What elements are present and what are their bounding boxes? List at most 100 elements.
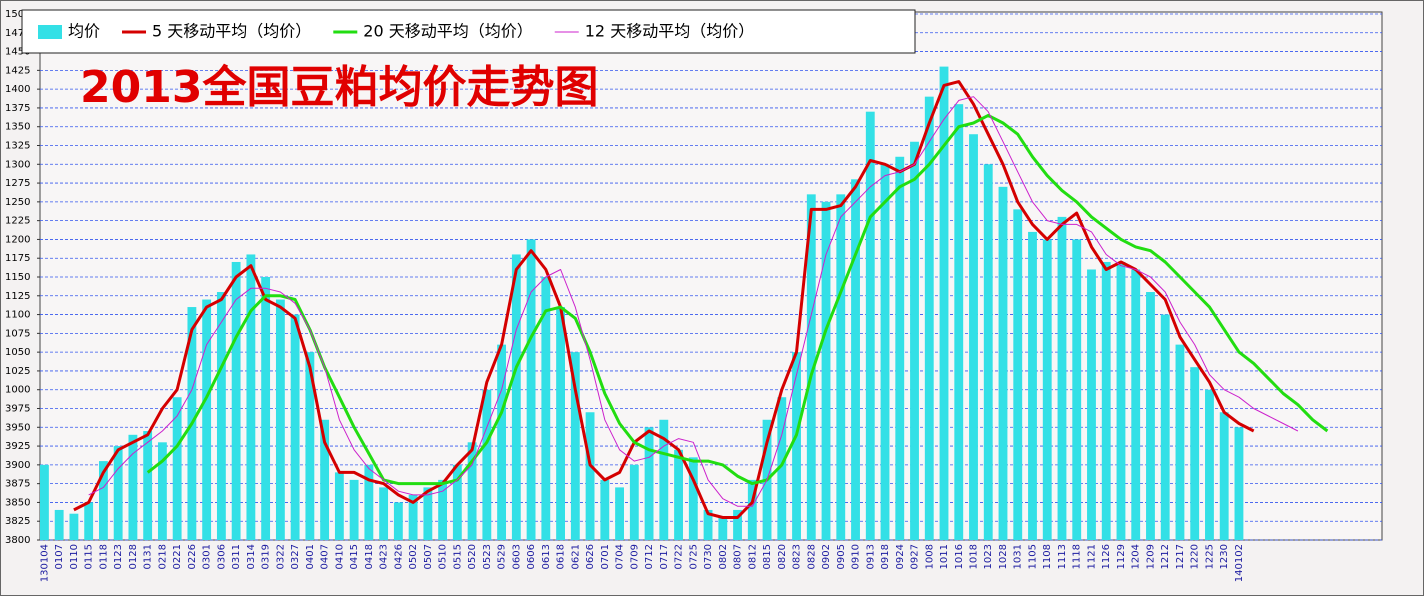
x-tick-label: 0606 xyxy=(526,544,537,569)
x-tick-label: 0924 xyxy=(895,544,906,569)
x-tick-label: 0301 xyxy=(202,544,213,569)
y-tick-label: 1000 xyxy=(5,385,30,396)
x-tick-label: 0709 xyxy=(629,544,640,569)
x-tick-label: 0828 xyxy=(806,544,817,569)
bar xyxy=(600,479,610,540)
bar xyxy=(467,442,477,540)
bar xyxy=(143,431,153,540)
bar xyxy=(1116,261,1126,540)
x-tick-label: 0515 xyxy=(452,544,463,569)
bar xyxy=(585,412,595,540)
line xyxy=(88,96,1299,507)
x-tick-label: 0322 xyxy=(275,544,286,569)
x-tick-label: 0507 xyxy=(423,544,434,569)
x-tick-label: 0110 xyxy=(69,544,80,569)
bar xyxy=(688,457,698,540)
bar xyxy=(84,502,94,540)
x-tick-label: 1126 xyxy=(1101,544,1112,569)
bar xyxy=(674,449,683,540)
x-tick-label: 0712 xyxy=(644,544,655,569)
bar xyxy=(792,352,801,540)
bar xyxy=(954,104,964,541)
x-tick-label: 1031 xyxy=(1013,544,1024,569)
x-tick-label: 0123 xyxy=(113,544,124,569)
x-tick-label: 0311 xyxy=(231,544,242,569)
x-tick-label: 0226 xyxy=(187,544,198,569)
x-tick-label: 0730 xyxy=(703,544,714,569)
y-tick-label: 3900 xyxy=(5,460,30,471)
bar xyxy=(349,479,359,540)
x-tick-label: 1011 xyxy=(939,544,950,569)
x-tick-label: 1008 xyxy=(924,544,935,569)
x-tick-label: 0418 xyxy=(364,544,375,569)
x-tick-label: 0820 xyxy=(777,544,788,569)
x-tick-label: 1225 xyxy=(1204,544,1215,569)
x-tick-label: 0314 xyxy=(246,544,257,569)
legend-label: 均价 xyxy=(68,22,100,41)
x-tick-label: 0725 xyxy=(688,544,699,569)
bar xyxy=(408,494,418,540)
bar xyxy=(939,66,949,540)
x-tick-label: 0306 xyxy=(216,544,227,569)
x-tick-label: 0902 xyxy=(821,544,832,569)
x-tick-label: 0407 xyxy=(320,544,331,569)
bar xyxy=(570,352,580,540)
bar xyxy=(615,487,624,540)
x-tick-label: 0426 xyxy=(393,544,404,569)
bar xyxy=(128,434,138,540)
x-tick-label: 0613 xyxy=(541,544,552,569)
bar xyxy=(40,464,49,540)
bar xyxy=(438,479,448,540)
chart-title: 2013全国豆粕均价走势图 xyxy=(80,62,598,113)
y-tick-label: 3850 xyxy=(5,497,30,508)
bar xyxy=(290,314,300,540)
bar xyxy=(1131,269,1141,540)
x-tick-label: 1220 xyxy=(1190,544,1201,569)
bar xyxy=(541,277,551,540)
legend-label: 20 天移动平均（均价） xyxy=(363,22,532,41)
bar xyxy=(880,164,890,541)
bar xyxy=(246,254,256,540)
x-tick-label: 0910 xyxy=(851,544,862,569)
x-tick-label: 0510 xyxy=(438,544,449,569)
bar xyxy=(393,502,403,540)
bar xyxy=(895,156,905,540)
bar xyxy=(718,517,728,540)
bar xyxy=(526,239,536,540)
x-tick-label: 0128 xyxy=(128,544,139,569)
bar xyxy=(1057,216,1067,540)
y-tick-label: 1225 xyxy=(5,216,30,227)
x-tick-label: 1028 xyxy=(998,544,1009,569)
x-tick-label: 0523 xyxy=(482,544,493,569)
bar xyxy=(54,509,64,540)
y-tick-label: 1150 xyxy=(5,272,30,283)
x-tick-label: 1209 xyxy=(1145,544,1156,569)
y-tick-label: 3925 xyxy=(5,441,30,452)
bar xyxy=(379,487,389,540)
x-tick-label: 1217 xyxy=(1175,544,1186,569)
legend-label: 12 天移动平均（均价） xyxy=(585,22,754,41)
y-tick-label: 1275 xyxy=(5,178,30,189)
bar xyxy=(202,299,212,540)
legend-box xyxy=(21,9,916,54)
x-tick-label: 0618 xyxy=(556,544,567,569)
x-tick-label: 0823 xyxy=(792,544,803,569)
bar xyxy=(1175,344,1185,540)
x-tick-label: 0410 xyxy=(334,544,345,569)
x-tick-label: 0812 xyxy=(747,544,758,569)
bar xyxy=(703,509,713,540)
bar xyxy=(305,352,315,540)
x-tick-label: 0807 xyxy=(733,544,744,569)
x-tick-label: 140102 xyxy=(1234,544,1245,582)
bar xyxy=(1190,367,1200,540)
x-tick-label: 1212 xyxy=(1160,544,1171,569)
bar xyxy=(511,254,521,540)
y-tick-label: 1325 xyxy=(5,141,30,152)
x-tick-label: 0502 xyxy=(408,544,419,569)
x-tick-label: 0918 xyxy=(880,544,891,569)
legend-swatch xyxy=(38,25,62,39)
bar xyxy=(865,111,875,540)
x-tick-label: 0905 xyxy=(836,544,847,569)
x-tick-label: 0701 xyxy=(600,544,611,569)
